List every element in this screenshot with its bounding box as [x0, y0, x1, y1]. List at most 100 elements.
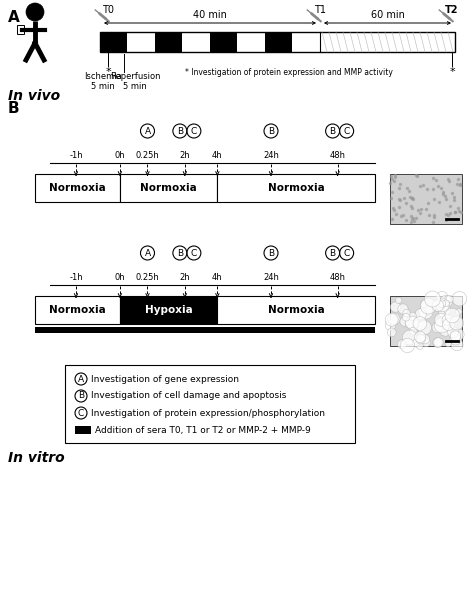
Circle shape	[445, 341, 451, 347]
Text: 4h: 4h	[212, 151, 223, 160]
Bar	[100, 32, 128, 52]
Circle shape	[385, 320, 396, 330]
Text: B: B	[329, 249, 336, 258]
Circle shape	[450, 331, 461, 342]
Circle shape	[439, 307, 449, 318]
Text: A: A	[8, 10, 20, 25]
Text: B: B	[8, 101, 19, 116]
Circle shape	[442, 315, 453, 325]
Text: T0: T0	[102, 5, 114, 15]
Text: *: *	[105, 67, 111, 77]
Circle shape	[417, 343, 423, 349]
Text: In vitro: In vitro	[8, 451, 64, 465]
Circle shape	[450, 316, 464, 330]
Text: 48h: 48h	[329, 273, 346, 282]
Text: Normoxia: Normoxia	[49, 305, 106, 315]
Circle shape	[400, 317, 410, 326]
Text: C: C	[344, 249, 350, 258]
Bar	[35, 296, 120, 324]
Text: C: C	[191, 249, 197, 258]
Bar	[35, 327, 375, 333]
Text: 60 min: 60 min	[371, 10, 404, 20]
Circle shape	[413, 317, 427, 330]
Circle shape	[434, 337, 443, 347]
Circle shape	[402, 314, 410, 321]
Circle shape	[398, 304, 408, 314]
Circle shape	[447, 327, 458, 337]
Bar	[218, 296, 375, 324]
Circle shape	[443, 318, 455, 331]
Bar	[390, 296, 462, 346]
Circle shape	[408, 312, 417, 321]
Circle shape	[440, 295, 452, 308]
Circle shape	[388, 313, 400, 325]
Bar	[75, 426, 91, 434]
Text: B: B	[268, 127, 274, 136]
Circle shape	[453, 329, 464, 340]
Text: 24h: 24h	[263, 273, 279, 282]
Circle shape	[400, 339, 415, 353]
Text: Investigation of gene expression: Investigation of gene expression	[91, 374, 239, 384]
Text: 48h: 48h	[329, 151, 346, 160]
Circle shape	[456, 309, 462, 315]
Text: Normoxia: Normoxia	[268, 305, 325, 315]
Circle shape	[439, 324, 451, 336]
Text: B: B	[78, 392, 84, 400]
Circle shape	[435, 314, 447, 326]
Circle shape	[432, 300, 444, 311]
Circle shape	[419, 305, 433, 319]
Circle shape	[420, 334, 430, 344]
Circle shape	[452, 292, 467, 306]
Text: B: B	[329, 127, 336, 136]
Text: *: *	[449, 67, 455, 77]
Text: T1: T1	[314, 5, 326, 15]
Circle shape	[412, 339, 420, 346]
Circle shape	[433, 338, 442, 347]
Circle shape	[26, 3, 44, 21]
Circle shape	[425, 291, 440, 307]
Text: T2: T2	[445, 5, 459, 15]
Text: A: A	[145, 249, 151, 258]
Text: 0.25h: 0.25h	[136, 273, 159, 282]
Circle shape	[387, 328, 396, 337]
Text: Investigation of cell damage and apoptosis: Investigation of cell damage and apoptos…	[91, 392, 286, 400]
Circle shape	[436, 298, 449, 312]
Text: 4h: 4h	[212, 273, 223, 282]
Circle shape	[385, 314, 398, 326]
Text: B: B	[177, 127, 183, 136]
Text: C: C	[78, 409, 84, 418]
Circle shape	[438, 300, 446, 308]
Bar	[390, 174, 462, 224]
Text: 40 min: 40 min	[193, 10, 227, 20]
Text: Addition of sera T0, T1 or T2 or MMP-2 + MMP-9: Addition of sera T0, T1 or T2 or MMP-2 +…	[95, 425, 311, 434]
Circle shape	[446, 295, 453, 302]
Text: B: B	[268, 249, 274, 258]
Circle shape	[443, 300, 449, 306]
Circle shape	[437, 292, 448, 303]
Text: 2h: 2h	[180, 151, 190, 160]
Circle shape	[420, 298, 436, 314]
Bar	[100, 32, 455, 52]
Text: C: C	[191, 127, 197, 136]
Circle shape	[450, 334, 461, 345]
Text: -1h: -1h	[69, 151, 83, 160]
Text: In vivo: In vivo	[8, 89, 60, 103]
Text: 2h: 2h	[180, 273, 190, 282]
Text: 0h: 0h	[115, 151, 125, 160]
Bar	[210, 32, 237, 52]
Circle shape	[390, 302, 401, 312]
Text: 0.25h: 0.25h	[136, 151, 159, 160]
Text: Investigation of protein expression/phosphorylation: Investigation of protein expression/phos…	[91, 409, 325, 418]
Circle shape	[402, 330, 417, 345]
Text: B: B	[177, 249, 183, 258]
Bar	[218, 174, 375, 202]
Circle shape	[414, 331, 426, 343]
Circle shape	[415, 309, 426, 320]
Circle shape	[417, 321, 431, 335]
Text: Reperfusion
5 min: Reperfusion 5 min	[110, 72, 160, 92]
Text: Normoxia: Normoxia	[49, 183, 106, 193]
Text: Ischemia
5 min: Ischemia 5 min	[84, 72, 122, 92]
Bar	[120, 174, 218, 202]
Text: -1h: -1h	[69, 273, 83, 282]
Circle shape	[413, 339, 422, 347]
